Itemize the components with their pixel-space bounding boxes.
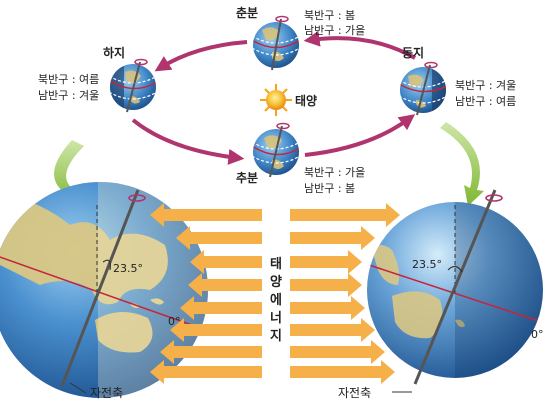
energy-arrow-left (150, 360, 262, 384)
equator-line-left (0, 249, 208, 336)
globe-autumn: 추분 북반구 : 가을 남반구 : 봄 (236, 122, 365, 195)
season-summer-north: 북반구 : 여름 (38, 73, 99, 86)
solar-energy-char: 지 (270, 329, 282, 344)
rotation-icon (485, 194, 503, 202)
energy-arrow-right (290, 340, 385, 364)
energy-arrow-right (290, 203, 400, 227)
rotation-icon (128, 194, 146, 202)
orbit-arrow-spring-to-summer (154, 40, 248, 72)
season-name-summer: 하지 (103, 45, 125, 60)
rotation-icon (424, 61, 438, 69)
season-name-spring: 춘분 (236, 5, 258, 20)
energy-arrow-right (290, 360, 395, 384)
globe-spring-axis (271, 18, 282, 71)
rotation-icon (276, 122, 290, 130)
rotation-icon (275, 15, 289, 23)
orbit-arrows (131, 30, 416, 165)
equator-line-right (367, 261, 543, 329)
sun-icon (266, 90, 286, 110)
season-spring-south: 남반구 : 가을 (304, 24, 365, 37)
sun: 태양 (260, 84, 317, 116)
globe-large-left: 23.5° 0° 자전축 (0, 182, 208, 400)
energy-arrow-right (290, 296, 365, 320)
tilt-label-right: 23.5° (412, 258, 442, 271)
energy-arrow-left (170, 318, 262, 342)
season-winter-south: 남반구 : 여름 (455, 95, 516, 108)
energy-arrow-right (290, 318, 375, 342)
orbit-arrow-autumn-to-winter (304, 114, 416, 157)
season-autumn-south: 남반구 : 봄 (304, 182, 355, 195)
energy-arrow-left (190, 250, 262, 274)
tilt-label-left: 23.5° (113, 262, 143, 275)
season-spring-north: 북반구 : 봄 (304, 9, 355, 22)
energy-arrow-right (290, 273, 362, 297)
axis-label-right: 자전축 (338, 386, 371, 400)
solar-energy-char: 에 (270, 292, 282, 308)
energy-arrow-left (188, 273, 262, 297)
orbit-arrow-winter-to-spring (303, 30, 416, 60)
rotation-icon (134, 58, 148, 66)
season-summer-south: 남반구 : 겨울 (38, 89, 99, 102)
globe-summer: 하지 북반구 : 여름 남반구 : 겨울 (38, 45, 156, 113)
orbit-arrow-summer-to-autumn (131, 118, 245, 165)
solar-energy-char: 너 (270, 310, 282, 326)
sun-rays-icon (260, 84, 292, 116)
equator-label-right: 0° (531, 328, 544, 341)
season-autumn-north: 북반구 : 가을 (304, 166, 365, 179)
down-arrow-right (440, 122, 484, 206)
globe-spring: 춘분 북반구 : 봄 남반구 : 가을 (236, 5, 365, 71)
solar-energy-arrows (150, 203, 400, 384)
energy-arrow-left (150, 203, 262, 227)
rotation-axis-left (60, 189, 140, 387)
energy-arrow-right (290, 250, 362, 274)
season-winter-north: 북반구 : 겨울 (455, 79, 516, 92)
rotation-axis-right (413, 189, 497, 385)
energy-arrow-left (160, 340, 262, 364)
energy-arrow-left (180, 296, 262, 320)
solar-energy-label: 태 양 에 너 지 (270, 257, 282, 344)
sun-label: 태양 (295, 93, 317, 108)
solar-energy-char: 양 (270, 275, 282, 290)
axis-label-left: 자전축 (90, 386, 123, 400)
energy-arrow-right (290, 226, 375, 250)
globe-winter: 동지 북반구 : 겨울 남반구 : 여름 (400, 45, 516, 116)
season-name-autumn: 추분 (236, 170, 258, 185)
energy-arrow-left (176, 226, 262, 250)
solar-energy-char: 태 (270, 257, 282, 272)
season-name-winter: 동지 (402, 45, 424, 60)
